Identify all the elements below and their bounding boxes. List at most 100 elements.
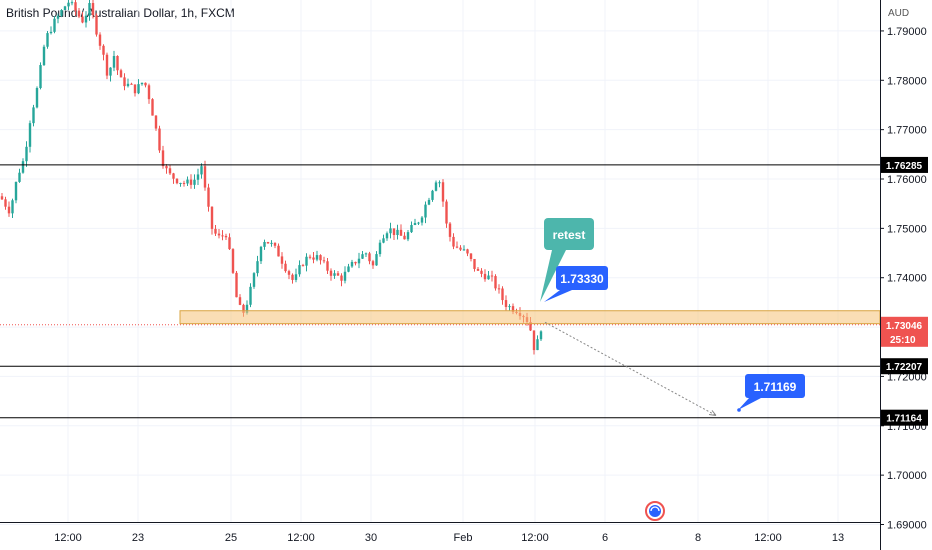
- candle-body: [448, 223, 452, 237]
- candle-body: [84, 15, 88, 23]
- candle-body: [427, 199, 431, 205]
- candle-body: [228, 237, 231, 250]
- candle-body: [189, 179, 193, 185]
- candle-body: [333, 273, 336, 276]
- countdown-label: 25:10: [890, 335, 916, 346]
- candle-body: [529, 321, 532, 331]
- candle-body: [445, 201, 448, 224]
- candle-body: [494, 276, 497, 289]
- time-axis[interactable]: 12:00 23 25 12:00 30 Feb 12:00 6 8 12:00 13: [0, 522, 880, 545]
- candle-body: [434, 182, 438, 191]
- candle-body: [175, 178, 179, 184]
- price-callout-2: [745, 374, 805, 398]
- price-callout-1: [556, 266, 608, 290]
- candle-body: [277, 245, 280, 257]
- candle-body: [28, 123, 32, 147]
- candle-body: [501, 288, 504, 301]
- candle-body: [312, 257, 315, 260]
- candle-body: [56, 15, 60, 19]
- candle-body: [53, 18, 56, 32]
- overlays: retest 1.73330 1.71169: [0, 164, 881, 521]
- candle-body: [105, 54, 109, 76]
- candle-body: [193, 179, 196, 185]
- candle-body: [438, 182, 441, 184]
- candle-body: [350, 261, 354, 267]
- candle-body: [298, 265, 301, 275]
- time-tick-label: 8: [695, 532, 701, 544]
- candle-body: [186, 179, 189, 184]
- level-badge: [881, 358, 928, 375]
- candle-body: [490, 275, 494, 277]
- price-axis[interactable]: AUD1.690001.700001.710001.720001.730001.…: [880, 0, 932, 550]
- candle-body: [161, 150, 165, 167]
- candle-body: [343, 271, 347, 281]
- candle-body: [413, 223, 417, 225]
- candle-body: [158, 128, 161, 151]
- candle-body: [336, 273, 340, 276]
- candle-body: [322, 260, 326, 262]
- candle-body: [7, 206, 11, 214]
- time-tick-label: 12:00: [287, 532, 315, 544]
- current-price-badge: [881, 316, 928, 347]
- candle-body: [389, 228, 392, 234]
- retest-callout: [544, 218, 594, 250]
- level-badge: [881, 156, 928, 173]
- candle-body: [224, 235, 228, 238]
- candle-body: [0, 196, 4, 200]
- time-tick-label: 23: [132, 532, 144, 544]
- candle-body: [329, 270, 333, 276]
- candle-body: [396, 229, 399, 236]
- candle-body: [165, 166, 168, 169]
- candle-body: [126, 83, 130, 87]
- candle-body: [536, 339, 539, 351]
- price-tick-label: 1.74000: [887, 273, 927, 285]
- candle-body: [214, 228, 217, 234]
- candle-body: [140, 82, 144, 85]
- price-tick-label: 1.70000: [887, 470, 927, 482]
- price-tick-label: 1.76000: [887, 174, 927, 186]
- candle-body: [130, 83, 133, 85]
- candle-body: [371, 261, 375, 266]
- candle-body: [511, 306, 515, 312]
- time-tick-label: 13: [832, 532, 844, 544]
- candle-body: [77, 10, 81, 17]
- candle-body: [476, 268, 480, 271]
- price-callout-1-label: 1.73330: [560, 272, 604, 286]
- candle-body: [417, 222, 420, 224]
- candle-body: [287, 271, 291, 275]
- candle-body: [88, 3, 91, 16]
- candle-body: [399, 229, 403, 236]
- candle-body: [263, 241, 266, 247]
- candle-body: [357, 258, 361, 264]
- candle-body: [259, 246, 263, 262]
- candle-body: [18, 172, 21, 182]
- candle-body: [340, 275, 343, 281]
- candle-body: [95, 15, 98, 35]
- candle-body: [35, 88, 39, 108]
- candle-body: [63, 6, 67, 10]
- candle-body: [39, 65, 42, 89]
- candle-body: [375, 254, 378, 266]
- candle-body: [14, 181, 18, 201]
- candle-body: [172, 173, 175, 179]
- candle-body: [326, 261, 329, 271]
- price-axis-unit: AUD: [888, 8, 909, 19]
- candle-body: [119, 70, 123, 78]
- candle-body: [266, 241, 270, 244]
- candle-body: [403, 235, 406, 240]
- candle-body: [46, 33, 49, 47]
- candle-body: [49, 31, 53, 34]
- candle-body: [11, 200, 14, 214]
- level-badge-label: 1.72207: [886, 362, 923, 373]
- candle-body: [424, 204, 427, 218]
- price-tick-label: 1.79000: [887, 26, 927, 38]
- candle-body: [308, 256, 312, 258]
- candle-body: [466, 249, 469, 254]
- event-icon-arc: [650, 506, 660, 512]
- candle-body: [21, 161, 25, 173]
- candle-body: [473, 258, 476, 269]
- candle-body: [301, 265, 305, 267]
- candle-body: [532, 330, 536, 351]
- candle-body: [420, 217, 424, 223]
